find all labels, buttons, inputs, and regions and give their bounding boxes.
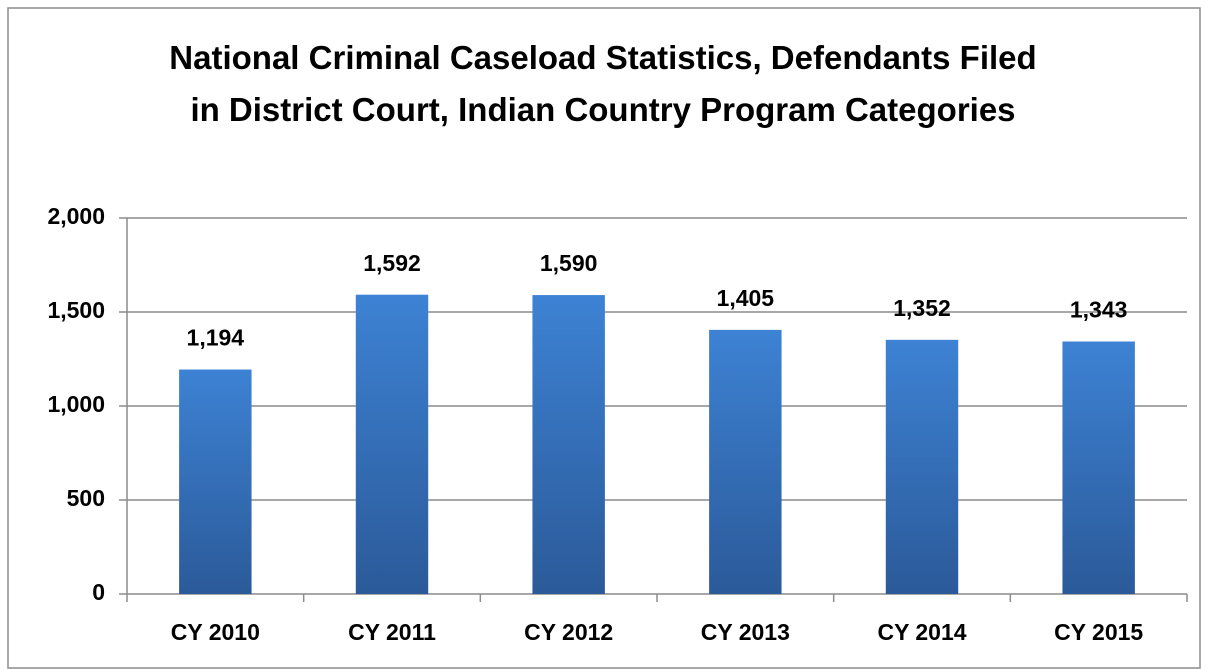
y-tick-label: 1,500 — [47, 297, 105, 323]
data-label: 1,405 — [717, 285, 775, 311]
bar — [179, 369, 252, 594]
bar — [355, 294, 429, 594]
data-label: 1,194 — [187, 325, 245, 351]
x-tick-label: CY 2013 — [701, 619, 790, 645]
chart-title: National Criminal Caseload Statistics, D… — [169, 39, 1037, 128]
y-tick-label: 0 — [92, 579, 105, 605]
data-label: 1,590 — [540, 250, 598, 276]
bar — [532, 295, 605, 594]
x-tick-label: CY 2014 — [877, 619, 966, 645]
y-tick-label: 500 — [67, 485, 105, 511]
y-tick-label: 1,000 — [47, 391, 105, 417]
data-label: 1,343 — [1070, 297, 1128, 323]
bar — [885, 339, 959, 594]
x-tick-label: CY 2015 — [1054, 619, 1143, 645]
x-tick-label: CY 2011 — [348, 619, 436, 645]
bar — [709, 329, 782, 594]
y-tick-label: 2,000 — [47, 203, 105, 229]
x-tick-label: CY 2010 — [171, 619, 260, 645]
data-label: 1,592 — [363, 250, 421, 276]
data-label: 1,352 — [893, 295, 951, 321]
x-tick-label: CY 2012 — [524, 619, 613, 645]
bar — [1062, 341, 1135, 594]
